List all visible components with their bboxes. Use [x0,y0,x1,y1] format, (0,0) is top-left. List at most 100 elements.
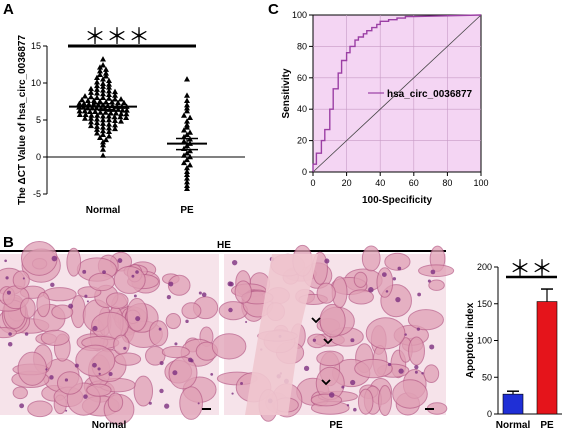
data-point-a [100,152,106,158]
villus-shape [179,386,203,420]
data-point-a [106,84,112,90]
nucleus-dot [174,342,178,346]
data-point-a [92,108,99,115]
nucleus-dot [395,297,401,303]
nucleus-dot [117,258,123,263]
significance-stars-a: ＊＊＊ [84,24,150,49]
x-tick-label-c: 0 [310,178,315,188]
data-point-a [94,112,101,118]
data-point-a [106,91,112,98]
x-tick-label-c: 100 [473,178,488,188]
nucleus-dot [328,392,335,398]
data-point-a [82,115,88,121]
villus-shape [319,303,346,338]
data-point-a [103,73,109,79]
data-point-a [115,106,122,112]
data-point-a [94,79,100,85]
data-point-a [100,120,106,126]
nucleus-dot [64,378,69,382]
data-point-a [112,88,118,95]
nucleus-dot [49,375,54,380]
villus-shape [354,358,393,379]
data-point-a [184,175,190,181]
scatter-chart-a: -5 0 5 10 15 The ΔCT Value of hsa_circ_00368… [17,24,245,216]
nucleus-dot [97,367,101,371]
nucleus-dot [172,370,178,376]
nucleus-dot [74,363,79,368]
villus-shape [161,345,190,359]
nucleus-dot [50,282,55,288]
y-axis-label-b: Apoptotic index [465,302,476,378]
data-point-a [88,85,94,92]
data-point-a [184,185,190,192]
nucleus-dot [45,368,48,371]
villus-shape [56,371,83,395]
nucleus-dot [417,292,421,297]
x-category-label-a: PE [180,205,194,216]
data-point-a [184,97,190,103]
nucleus-dot [148,401,152,405]
x-tick-label-c: 20 [342,178,352,188]
nucleus-dot [22,277,25,280]
data-point-a [106,77,112,83]
data-point-a [94,123,100,129]
data-point-a [184,118,190,124]
data-point-a [121,99,127,106]
data-point-a [184,124,190,130]
data-point-a [97,109,104,115]
nucleus-dot [98,372,101,375]
data-point-a [112,96,118,102]
villus-shape [408,336,425,366]
nucleus-dot [416,327,421,331]
data-point-a [118,110,125,117]
arrow-marker [321,379,331,386]
nucleus-dot [227,281,233,287]
villus-shape [428,279,445,291]
villus-shape [392,379,428,409]
nucleus-dot [168,281,174,287]
nucleus-dot [158,327,162,331]
villus-shape [86,383,112,397]
data-point-a [100,56,106,62]
villus-shape [114,352,142,366]
nucleus-dot [198,291,202,295]
nucleus-dot [197,402,200,405]
data-point-a [100,80,106,86]
data-point-a [97,71,103,78]
data-point-a [106,128,112,135]
nucleus-dot [303,365,310,371]
data-point-a [112,125,118,132]
data-point-a [106,95,112,101]
data-point-a [115,99,121,106]
villus-shape [12,386,28,400]
nucleus-dot [83,394,88,399]
data-point-a [119,107,126,113]
data-point-a [100,76,106,82]
y-tick-label-a: 5 [36,115,41,125]
data-point-a [94,90,100,96]
data-point-a [100,113,106,119]
nucleus-dot [159,388,164,394]
pe-fibrin-region [245,254,318,415]
data-point-a [184,104,190,111]
villus-shape [310,393,343,407]
data-point-a [100,90,106,97]
bar-normal [502,393,524,415]
data-point-a [181,112,187,118]
nucleus-dot [398,368,404,374]
data-point-a [181,138,187,144]
nucleus-dot [188,357,193,363]
villus-shape [423,364,440,384]
data-point-a [184,178,190,185]
data-point-a [102,109,109,115]
nucleus-dot [108,372,113,377]
nucleus-dot [421,371,424,375]
data-point-a [106,116,112,123]
data-point-a [184,164,190,171]
nucleus-dot [350,379,356,386]
y-tick-label-b: 100 [477,336,492,346]
data-point-a [106,87,112,94]
nucleus-dot [19,403,25,409]
villus-shape [316,350,344,367]
nucleus-dot [341,385,345,389]
